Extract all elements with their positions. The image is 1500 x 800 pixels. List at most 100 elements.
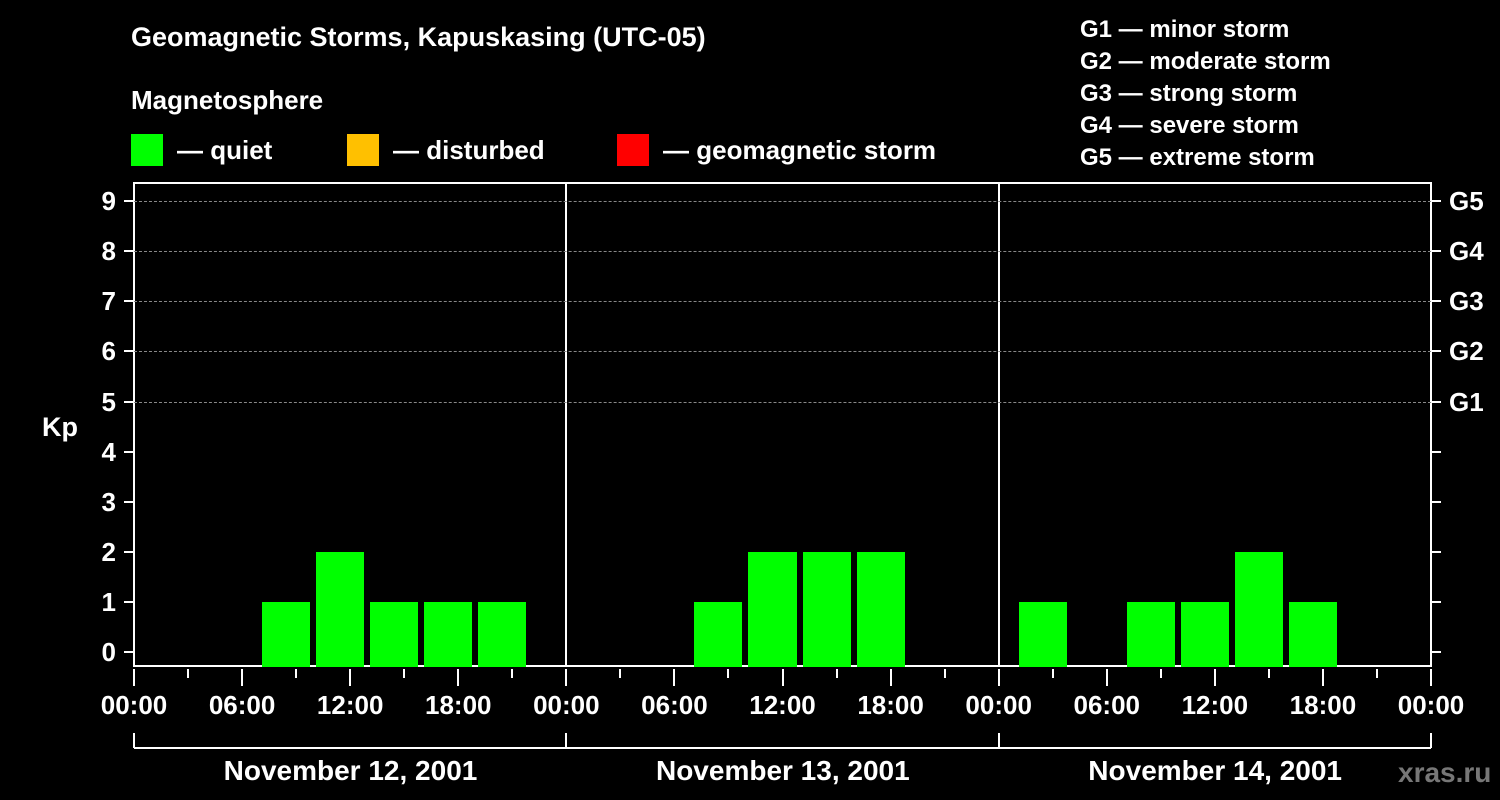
g-scale-item: G2 — moderate storm bbox=[1080, 48, 1331, 75]
legend-label: — disturbed bbox=[393, 134, 545, 165]
g-level-label: G5 bbox=[1449, 186, 1484, 217]
x-tick bbox=[997, 669, 1000, 686]
x-tick bbox=[1267, 669, 1270, 678]
date-bracket bbox=[134, 747, 1431, 749]
kp-bar bbox=[694, 601, 743, 667]
legend-item-storm: — geomagnetic storm bbox=[617, 134, 936, 166]
x-tick-label: 06:00 bbox=[208, 690, 276, 720]
y-tick-label: 6 bbox=[101, 336, 116, 367]
legend-swatch-quiet bbox=[131, 134, 163, 166]
y-tick bbox=[124, 400, 134, 403]
x-tick bbox=[1159, 669, 1162, 678]
y-tick bbox=[124, 300, 134, 303]
y-tick bbox=[124, 600, 134, 603]
x-tick bbox=[187, 669, 190, 678]
right-tick bbox=[1431, 300, 1441, 303]
g-scale-item: G1 — minor storm bbox=[1080, 16, 1290, 43]
y-tick bbox=[124, 350, 134, 353]
x-tick bbox=[619, 669, 622, 678]
gridline bbox=[134, 201, 1431, 203]
right-tick bbox=[1431, 651, 1441, 653]
date-bracket-tick bbox=[997, 733, 1000, 748]
x-tick bbox=[1105, 669, 1108, 686]
g-level-label: G2 bbox=[1449, 336, 1484, 367]
x-tick bbox=[511, 669, 514, 678]
x-tick bbox=[673, 669, 676, 686]
right-tick bbox=[1431, 200, 1441, 203]
x-tick-label: 18:00 bbox=[1289, 690, 1357, 720]
x-tick bbox=[295, 669, 298, 678]
x-tick bbox=[943, 669, 946, 678]
x-tick-label: 00:00 bbox=[965, 690, 1032, 720]
y-tick bbox=[124, 651, 134, 653]
x-tick bbox=[889, 669, 892, 686]
g-scale-item: G5 — extreme storm bbox=[1080, 144, 1315, 171]
right-tick bbox=[1431, 600, 1441, 603]
x-tick bbox=[835, 669, 838, 678]
kp-bar bbox=[1234, 551, 1283, 667]
legend-item-quiet: — quiet bbox=[131, 134, 272, 166]
chart-subtitle: Magnetosphere bbox=[131, 85, 324, 115]
x-tick bbox=[133, 669, 135, 686]
y-tick-label: 0 bbox=[101, 637, 116, 667]
g-level-label: G1 bbox=[1449, 386, 1484, 417]
x-tick bbox=[457, 669, 460, 686]
kp-bar bbox=[1180, 601, 1229, 667]
y-tick-label: 5 bbox=[101, 386, 116, 417]
legend-item-disturbed: — disturbed bbox=[347, 134, 545, 166]
right-tick bbox=[1431, 550, 1441, 553]
y-tick bbox=[124, 550, 134, 553]
y-axis-label: Kp bbox=[42, 412, 78, 442]
y-tick bbox=[124, 450, 134, 453]
kp-bar bbox=[316, 551, 365, 667]
x-tick bbox=[781, 669, 784, 686]
x-tick bbox=[1051, 669, 1054, 678]
day-separator bbox=[565, 182, 568, 667]
kp-bar bbox=[478, 601, 527, 667]
x-tick bbox=[565, 669, 568, 686]
g-scale-item: G3 — strong storm bbox=[1080, 80, 1298, 107]
y-tick-label: 1 bbox=[101, 586, 116, 617]
x-tick-label: 00:00 bbox=[533, 690, 600, 720]
date-bracket-tick bbox=[1430, 733, 1432, 748]
date-label: November 12, 2001 bbox=[223, 755, 478, 786]
x-tick-label: 18:00 bbox=[857, 690, 924, 720]
legend-swatch-storm bbox=[617, 134, 649, 166]
y-tick bbox=[124, 250, 134, 253]
gridline bbox=[134, 301, 1431, 303]
watermark: xras.ru bbox=[1398, 757, 1492, 788]
x-tick-label: 12:00 bbox=[749, 690, 816, 720]
x-tick-label: 18:00 bbox=[425, 690, 492, 720]
gridline bbox=[134, 401, 1431, 403]
right-tick bbox=[1431, 350, 1441, 353]
x-tick-label: 06:00 bbox=[1073, 690, 1141, 720]
kp-bar bbox=[1126, 601, 1175, 667]
legend-label: — geomagnetic storm bbox=[663, 134, 937, 165]
g-level-label: G3 bbox=[1449, 286, 1484, 317]
g-level-label: G4 bbox=[1449, 236, 1484, 267]
y-tick bbox=[124, 200, 134, 203]
chart-title: Geomagnetic Storms, Kapuskasing (UTC-05) bbox=[131, 22, 706, 52]
legend-label: — quiet bbox=[177, 134, 273, 165]
x-tick-label: 12:00 bbox=[1181, 690, 1249, 720]
day-separator bbox=[997, 182, 1000, 667]
x-tick-label: 00:00 bbox=[1397, 690, 1465, 720]
legend-swatch-disturbed bbox=[347, 134, 379, 166]
kp-bar bbox=[424, 601, 473, 667]
kp-bar bbox=[1018, 601, 1067, 667]
kp-bar bbox=[748, 551, 797, 667]
kp-bar bbox=[370, 601, 419, 667]
right-tick bbox=[1431, 250, 1441, 253]
x-tick bbox=[727, 669, 730, 678]
kp-bar bbox=[856, 551, 905, 667]
right-tick bbox=[1431, 500, 1441, 503]
y-tick-label: 9 bbox=[101, 186, 116, 217]
g-scale-item: G4 — severe storm bbox=[1080, 112, 1299, 139]
x-tick bbox=[1213, 669, 1216, 686]
x-tick bbox=[1375, 669, 1378, 678]
date-label: November 13, 2001 bbox=[655, 755, 910, 786]
right-tick bbox=[1431, 450, 1441, 453]
g-scale-legend: G1 — minor storm G2 — moderate storm G3 … bbox=[1080, 14, 1331, 174]
y-tick bbox=[124, 500, 134, 503]
x-tick-label: 06:00 bbox=[641, 690, 708, 720]
